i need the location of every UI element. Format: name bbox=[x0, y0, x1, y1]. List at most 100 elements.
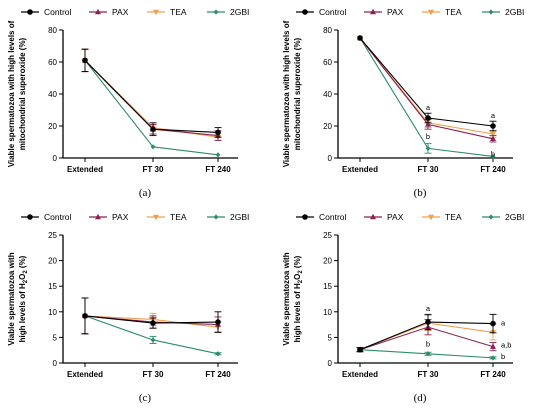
data-point-control bbox=[82, 57, 88, 64]
y-tick-label: 0 bbox=[328, 154, 333, 163]
legend-2gbi-marker bbox=[213, 9, 219, 15]
legend: Control PAX TEA 2GBI bbox=[296, 212, 524, 222]
x-tick-label: FT 30 bbox=[418, 370, 439, 379]
x-tick-label: FT 240 bbox=[480, 370, 506, 379]
x-tick-label: FT 30 bbox=[143, 165, 164, 174]
y-axis-label-line: Viable spermatozoa with high levels of bbox=[282, 20, 291, 167]
data-point-control bbox=[150, 126, 156, 132]
series-line-2gbi bbox=[84, 60, 219, 156]
legend: Control PAX TEA 2GBI bbox=[21, 7, 249, 17]
y-tick-label: 25 bbox=[48, 231, 57, 240]
data-point-control bbox=[490, 320, 496, 327]
y-tick-label: 0 bbox=[53, 359, 58, 368]
x-tick-label: FT 240 bbox=[205, 370, 231, 379]
legend-label-control: Control bbox=[319, 212, 347, 222]
data-point-tea bbox=[490, 131, 496, 138]
y-axis-label-line: Viable spermatozoa with bbox=[282, 252, 291, 345]
y-tick-label: 40 bbox=[48, 90, 57, 99]
legend-control-marker bbox=[27, 9, 33, 15]
data-point-2gbi bbox=[425, 145, 431, 151]
legend: Control PAX TEA 2GBI bbox=[296, 7, 524, 17]
y-axis-label-line: high levels of H2O2 (%) bbox=[18, 255, 29, 342]
legend-2gbi-marker bbox=[488, 214, 494, 220]
legend-label-2gbi: 2GBI bbox=[505, 7, 524, 17]
chart-panel-2: Control PAX TEA 2GBI 0 20 40 60 80 Extended FT 30 F… bbox=[282, 7, 524, 199]
data-point-2gbi bbox=[490, 153, 496, 159]
y-tick-label: 10 bbox=[48, 308, 57, 317]
panel-label: (a) bbox=[139, 187, 152, 199]
legend-label-2gbi: 2GBI bbox=[230, 7, 249, 17]
legend-pax-marker bbox=[95, 8, 101, 15]
legend-label-control: Control bbox=[44, 212, 72, 222]
annotation-label: a,b bbox=[501, 341, 511, 350]
legend-control-marker bbox=[302, 214, 308, 220]
data-point-control bbox=[215, 129, 221, 136]
chart-panel-1: Control PAX TEA 2GBI 0 20 40 60 80 Extended FT 30 F… bbox=[7, 7, 249, 199]
y-tick-label: 10 bbox=[323, 308, 332, 317]
panel-label: (c) bbox=[139, 392, 152, 404]
x-tick-label: Extended bbox=[67, 370, 103, 379]
y-axis-label: Viable spermatozoa with high levels of mi… bbox=[7, 20, 27, 167]
panel-label: (d) bbox=[414, 392, 427, 404]
legend-tea-marker bbox=[153, 9, 159, 16]
legend: Control PAX TEA 2GBI bbox=[21, 212, 249, 222]
y-tick-label: 20 bbox=[323, 257, 332, 266]
legend-label-pax: PAX bbox=[112, 212, 129, 222]
series-line-control bbox=[84, 60, 219, 133]
x-tick-label: Extended bbox=[342, 370, 378, 379]
y-tick-label: 0 bbox=[328, 359, 333, 368]
y-tick-label: 20 bbox=[48, 122, 57, 131]
x-tick-label: Extended bbox=[67, 165, 103, 174]
data-point-control bbox=[150, 320, 156, 326]
data-point-control bbox=[357, 35, 363, 41]
y-tick-label: 15 bbox=[323, 282, 332, 291]
data-point-pax bbox=[490, 135, 496, 141]
annotation-label: b bbox=[491, 149, 495, 158]
y-axis-label: Viable spermatozoa with high levels of mi… bbox=[282, 20, 302, 167]
y-tick-label: 0 bbox=[53, 154, 58, 163]
legend-control-marker bbox=[27, 214, 33, 220]
y-axis-label-line: Viable spermatozoa with high levels of bbox=[7, 20, 16, 167]
y-tick-label: 20 bbox=[48, 257, 57, 266]
x-tick-label: FT 30 bbox=[143, 370, 164, 379]
data-point-pax bbox=[425, 121, 431, 127]
legend-label-tea: TEA bbox=[170, 7, 187, 17]
legend-label-control: Control bbox=[44, 7, 72, 17]
legend-label-control: Control bbox=[319, 7, 347, 17]
data-point-control bbox=[82, 313, 88, 319]
legend-pax-marker bbox=[370, 8, 376, 15]
chart-panel-3: Control PAX TEA 2GBI 0 5 10 15 20 25 Extended FT 30… bbox=[7, 212, 249, 404]
data-point-2gbi bbox=[490, 355, 496, 361]
legend-2gbi-marker bbox=[213, 214, 219, 220]
legend-label-pax: PAX bbox=[387, 7, 404, 17]
data-point-pax bbox=[490, 343, 496, 349]
x-tick-label: FT 240 bbox=[480, 165, 506, 174]
annotation-label: a bbox=[491, 111, 496, 120]
legend-label-pax: PAX bbox=[112, 7, 129, 17]
y-axis-label-line: high levels of H2O2 (%) bbox=[293, 255, 304, 342]
legend-label-tea: TEA bbox=[445, 7, 462, 17]
data-point-2gbi bbox=[150, 337, 156, 343]
data-point-control bbox=[357, 346, 363, 353]
y-tick-label: 60 bbox=[48, 58, 57, 67]
legend-2gbi-marker bbox=[488, 9, 494, 15]
data-point-2gbi bbox=[150, 144, 156, 150]
y-tick-label: 15 bbox=[48, 282, 57, 291]
y-axis-label: Viable spermatozoa with high levels of H2… bbox=[7, 252, 29, 345]
y-tick-label: 25 bbox=[323, 231, 332, 240]
data-point-control bbox=[215, 319, 221, 325]
data-point-2gbi bbox=[425, 351, 431, 357]
legend-tea-marker bbox=[153, 214, 159, 221]
y-tick-label: 20 bbox=[323, 122, 332, 131]
data-point-2gbi bbox=[215, 351, 221, 357]
legend-label-2gbi: 2GBI bbox=[230, 212, 249, 222]
y-tick-label: 40 bbox=[323, 90, 332, 99]
annotation-label: b bbox=[501, 352, 505, 361]
legend-label-tea: TEA bbox=[170, 212, 187, 222]
x-tick-label: FT 30 bbox=[418, 165, 439, 174]
y-axis-label-line: Viable spermatozoa with bbox=[7, 252, 16, 345]
panel-label: (b) bbox=[414, 187, 427, 199]
y-tick-label: 80 bbox=[48, 26, 57, 35]
annotation-label: a bbox=[426, 103, 431, 112]
y-tick-label: 80 bbox=[323, 26, 332, 35]
